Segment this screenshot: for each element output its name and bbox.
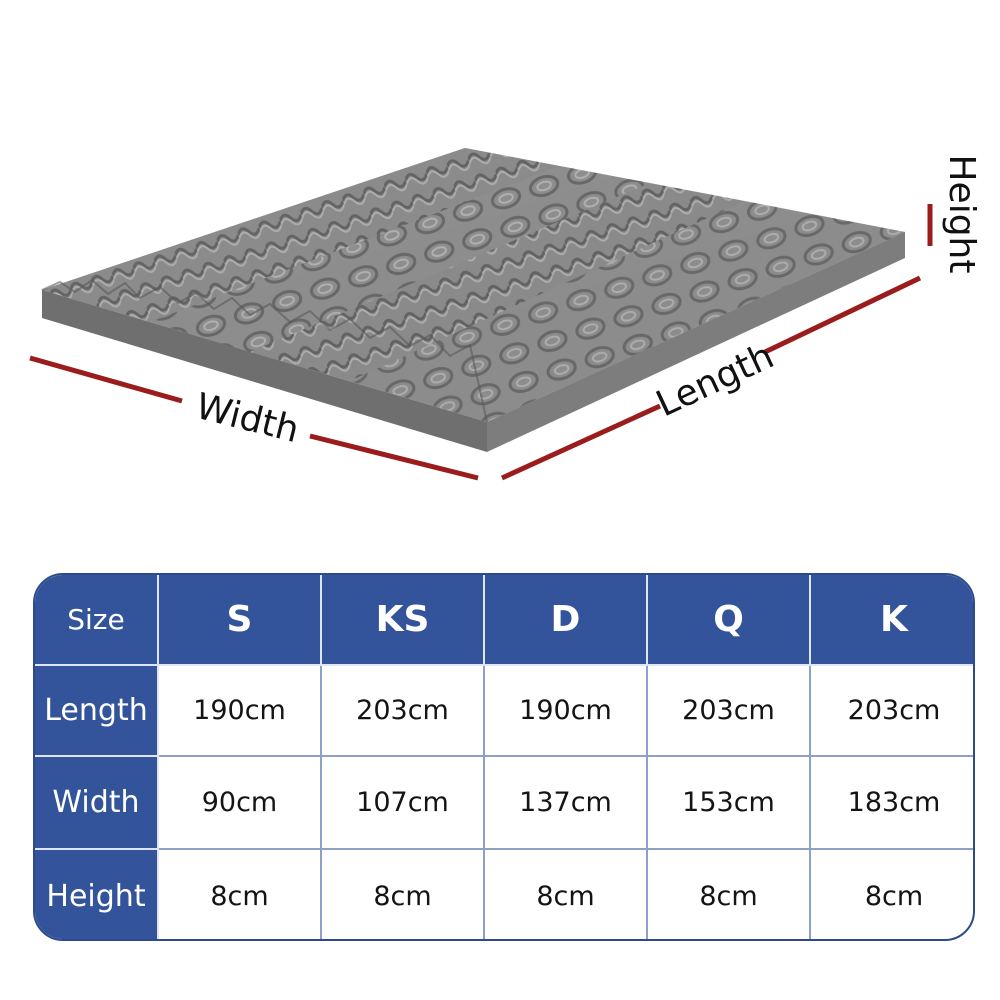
height-value-s: 8cm (159, 850, 322, 939)
height-value-ks: 8cm (322, 850, 485, 939)
width-line-right (309, 433, 479, 481)
width-value-ks: 107cm (322, 757, 485, 850)
height-value-d: 8cm (485, 850, 648, 939)
length-value-s: 190cm (159, 666, 322, 757)
length-value-q: 203cm (648, 666, 811, 757)
width-value-k: 183cm (811, 757, 973, 850)
mattress-topper-diagram: Width Length Height (29, 148, 982, 481)
length-line-left (500, 403, 662, 481)
row-header-height: Height (35, 850, 159, 939)
length-value-k: 203cm (811, 666, 973, 757)
height-dimension: Height (927, 154, 982, 274)
width-value-d: 137cm (485, 757, 648, 850)
height-label: Height (941, 154, 982, 273)
length-dimension: Length (500, 275, 922, 481)
row-header-length: Length (35, 666, 159, 757)
column-header-s: S (159, 575, 322, 666)
length-value-d: 190cm (485, 666, 648, 757)
height-value-k: 8cm (864, 881, 924, 912)
size-header-cell: Size (35, 575, 159, 666)
length-value-ks: 203cm (322, 666, 485, 757)
length-line-right (763, 275, 922, 355)
column-header-d: D (485, 575, 648, 666)
width-value-q: 153cm (648, 757, 811, 850)
width-value-s: 90cm (159, 757, 322, 850)
foam-topper-image (41, 148, 905, 452)
size-table: Size S KS D Q K Length 190cm 203cm 190cm… (33, 573, 975, 941)
height-value-q: 8cm (648, 850, 811, 939)
width-line-left (29, 355, 183, 404)
column-header-ks: KS (322, 575, 485, 666)
width-label: Width (192, 386, 303, 451)
column-header-q: Q (648, 575, 811, 666)
row-header-width: Width (35, 757, 159, 850)
column-header-k: K (811, 575, 973, 666)
